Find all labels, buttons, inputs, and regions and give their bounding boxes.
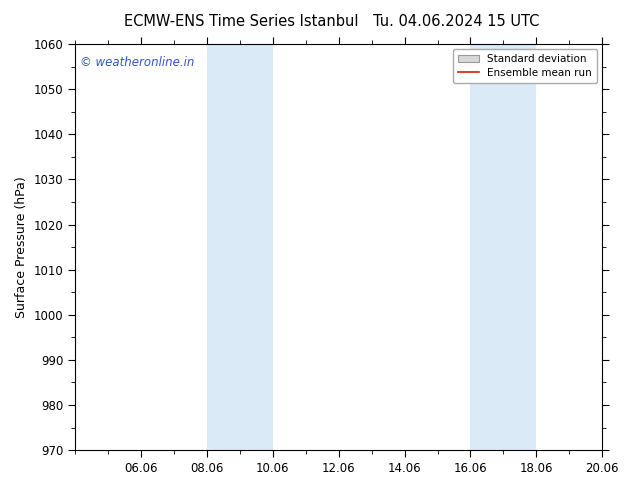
Text: © weatheronline.in: © weatheronline.in [81, 56, 195, 69]
Text: Tu. 04.06.2024 15 UTC: Tu. 04.06.2024 15 UTC [373, 14, 540, 29]
Bar [470, 44, 536, 450]
Bar [207, 44, 273, 450]
Text: ECMW-ENS Time Series Istanbul: ECMW-ENS Time Series Istanbul [124, 14, 358, 29]
Legend: Standard deviation, Ensemble mean run: Standard deviation, Ensemble mean run [453, 49, 597, 83]
Y-axis label: Surface Pressure (hPa): Surface Pressure (hPa) [15, 176, 28, 318]
